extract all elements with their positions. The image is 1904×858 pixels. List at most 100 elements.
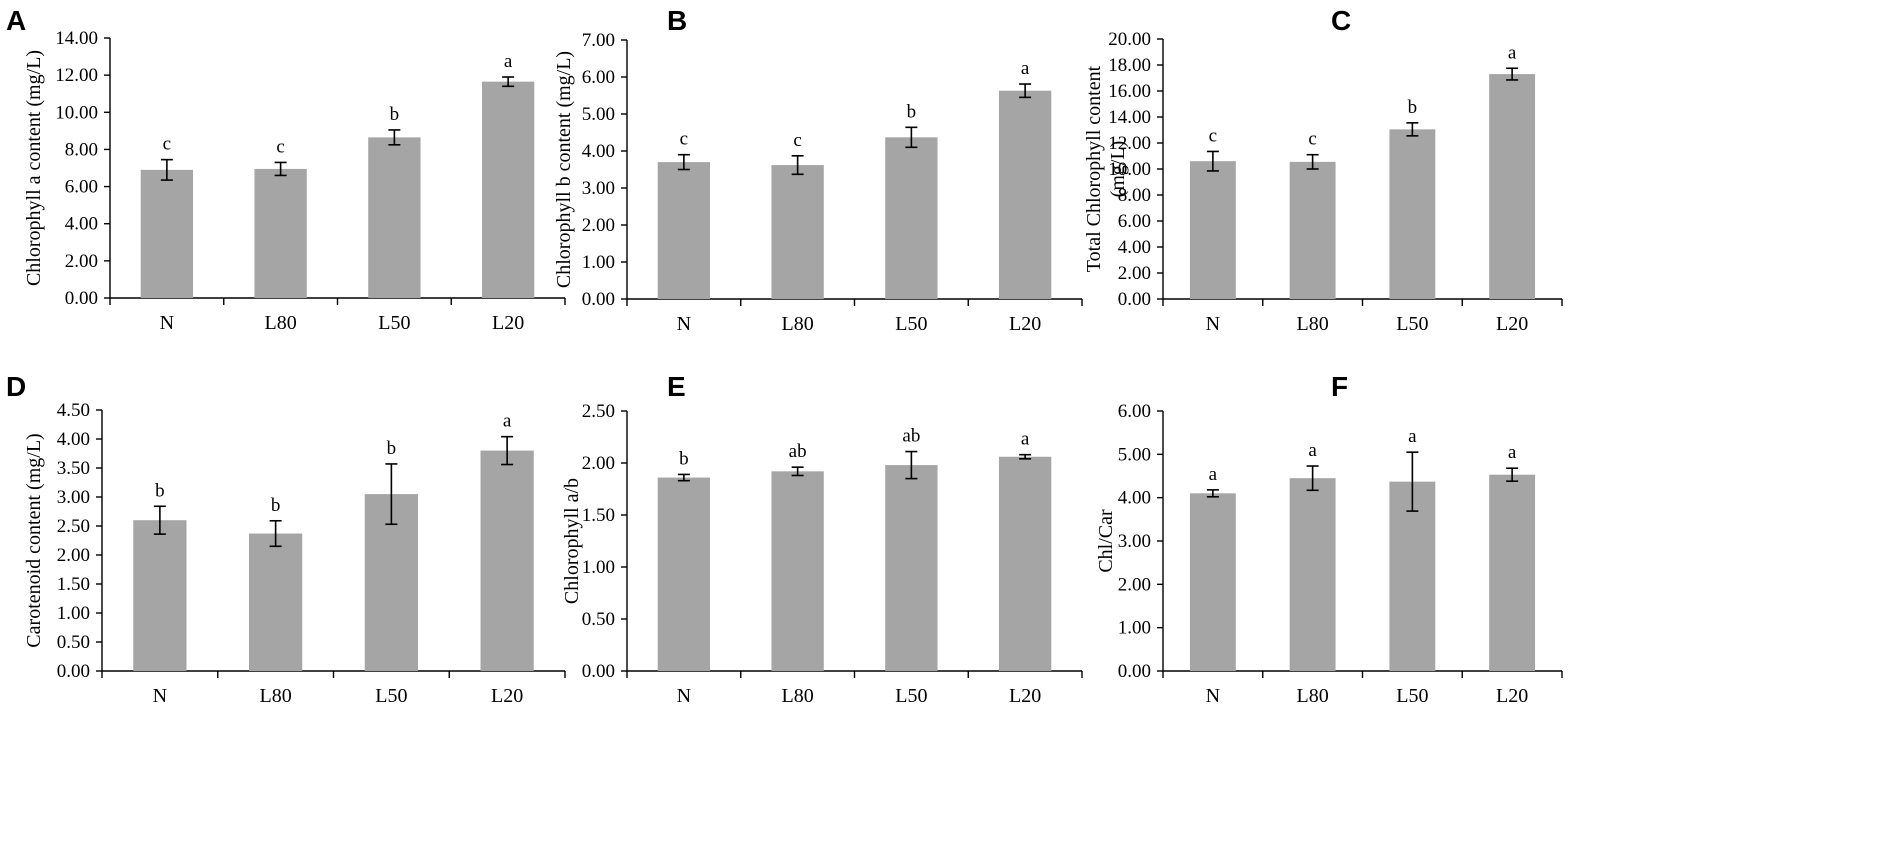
bar (885, 137, 938, 299)
y-tick-label: 2.00 (65, 251, 98, 272)
panel-label: F (1331, 371, 1348, 402)
y-axis-title: Chlorophyll b content (mg/L) (553, 51, 575, 288)
bar (771, 471, 824, 671)
significance-label: c (163, 134, 171, 155)
significance-label: ab (902, 426, 920, 447)
panel-label: B (667, 5, 687, 36)
y-tick-label: 0.00 (65, 288, 98, 309)
y-tick-label: 0.00 (582, 661, 615, 682)
significance-label: b (271, 495, 281, 516)
y-tick-label: 6.00 (1118, 211, 1151, 232)
bar (1389, 481, 1436, 671)
x-category-label: L20 (1009, 313, 1041, 335)
y-tick-label: 0.50 (582, 609, 615, 630)
x-category-label: L20 (1009, 685, 1041, 707)
significance-label: a (1508, 442, 1517, 463)
panel-label: E (667, 371, 686, 402)
y-tick-label: 4.00 (582, 141, 615, 162)
y-tick-label: 4.00 (65, 214, 98, 235)
significance-label: b (1408, 97, 1418, 118)
y-tick-label: 0.00 (1118, 661, 1151, 682)
x-category-label: L50 (1396, 313, 1428, 335)
y-tick-label: 18.00 (1108, 55, 1151, 76)
significance-label: b (390, 104, 400, 125)
y-tick-label: 1.00 (57, 603, 90, 624)
y-axis-title: Chlorophyll a content (mg/L) (23, 50, 45, 286)
bar (249, 533, 303, 671)
x-category-label: L50 (378, 312, 410, 334)
y-tick-label: 4.50 (57, 400, 90, 421)
x-category-label: N (677, 685, 691, 707)
y-axis-title: Carotenoid content (mg/L) (23, 433, 45, 647)
y-axis-title: Chlorophyll a/b (561, 478, 583, 604)
significance-label: c (1308, 129, 1316, 150)
significance-label: b (907, 101, 917, 122)
x-category-label: N (1206, 685, 1220, 707)
y-tick-label: 12.00 (1108, 133, 1151, 154)
significance-label: c (1209, 125, 1217, 146)
bar (657, 162, 711, 299)
bar (885, 465, 938, 671)
y-tick-label: 3.00 (57, 487, 90, 508)
significance-label: ab (789, 441, 807, 462)
significance-label: c (276, 136, 284, 157)
panel-label: A (6, 5, 26, 36)
significance-label: c (793, 130, 801, 151)
x-category-label: L20 (1496, 313, 1528, 335)
y-axis-title: (mg/L) (1107, 141, 1129, 198)
significance-label: a (504, 51, 513, 72)
significance-label: a (1408, 426, 1417, 447)
y-tick-label: 1.00 (1118, 618, 1151, 639)
x-category-label: L50 (1396, 685, 1428, 707)
y-tick-label: 6.00 (582, 67, 615, 88)
x-category-label: L50 (895, 313, 927, 335)
x-category-label: L50 (375, 685, 407, 707)
significance-label: b (679, 448, 689, 469)
y-tick-label: 14.00 (55, 28, 98, 49)
bar (1289, 478, 1336, 671)
y-tick-label: 0.50 (57, 632, 90, 653)
y-tick-label: 4.00 (1118, 237, 1151, 258)
y-tick-label: 3.00 (1118, 531, 1151, 552)
bar (998, 90, 1052, 299)
y-tick-label: 10.00 (55, 102, 98, 123)
x-category-label: L80 (1297, 685, 1329, 707)
y-tick-label: 2.00 (582, 453, 615, 474)
x-category-label: N (160, 312, 174, 334)
bar (1489, 474, 1536, 671)
y-tick-label: 2.50 (582, 401, 615, 422)
y-axis-title: Chl/Car (1095, 509, 1117, 573)
significance-label: a (1021, 429, 1030, 450)
y-tick-label: 20.00 (1108, 29, 1151, 50)
bar (1289, 161, 1336, 299)
bar (998, 456, 1052, 671)
y-tick-label: 8.00 (1118, 185, 1151, 206)
bar (1189, 493, 1236, 671)
x-category-label: L80 (782, 685, 814, 707)
y-tick-label: 0.00 (57, 661, 90, 682)
y-tick-label: 1.50 (57, 574, 90, 595)
y-tick-label: 2.00 (1118, 574, 1151, 595)
bar (1489, 74, 1536, 299)
y-tick-label: 0.00 (582, 289, 615, 310)
y-tick-label: 2.00 (582, 215, 615, 236)
y-tick-label: 5.00 (1118, 444, 1151, 465)
x-category-label: L20 (1496, 685, 1528, 707)
significance-label: a (1508, 42, 1517, 63)
x-category-label: L20 (492, 312, 524, 334)
significance-label: b (155, 480, 165, 501)
significance-label: a (503, 411, 512, 432)
bar (140, 169, 194, 298)
bar (481, 81, 535, 299)
x-category-label: L80 (260, 685, 292, 707)
y-tick-label: 2.00 (1118, 263, 1151, 284)
significance-label: a (1308, 440, 1317, 461)
significance-label: c (680, 129, 688, 150)
bar (480, 450, 534, 671)
panel-label: D (6, 371, 26, 402)
y-tick-label: 16.00 (1108, 81, 1151, 102)
y-tick-label: 3.50 (57, 458, 90, 479)
y-tick-label: 1.00 (582, 557, 615, 578)
x-category-label: L80 (782, 313, 814, 335)
